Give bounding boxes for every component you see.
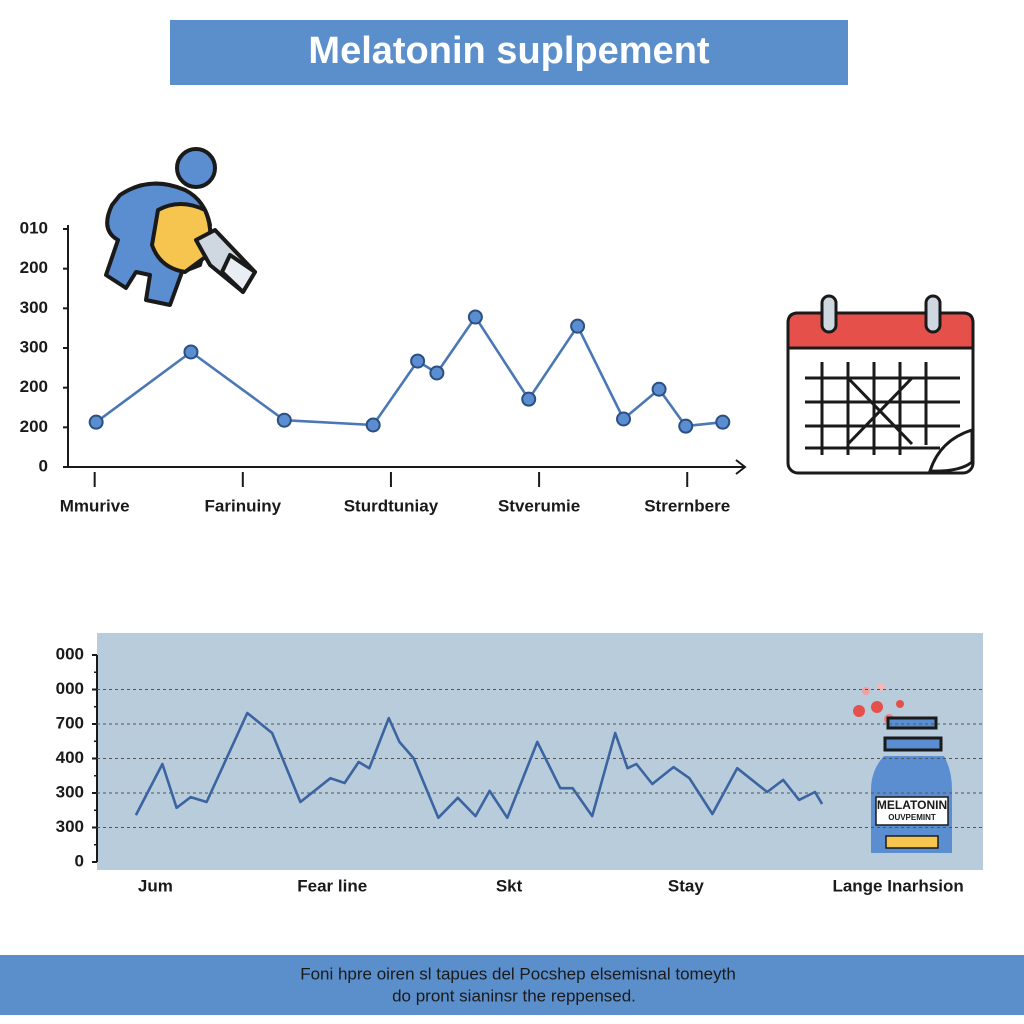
data-point: [715, 414, 731, 430]
y-tick-label: 0: [75, 851, 84, 870]
y-tick-label: 300: [56, 782, 84, 801]
x-tick-label: Fear line: [297, 876, 367, 895]
y-tick-label: 300: [56, 817, 84, 836]
y-tick-label: 200: [20, 377, 48, 396]
x-tick-label: Stay: [668, 876, 704, 895]
y-tick-label: 000: [56, 679, 84, 698]
calendar-icon: [786, 294, 975, 475]
title-banner: [170, 20, 848, 85]
footer-text: do pront sianinsr the reppensed.: [392, 986, 636, 1005]
data-point: [183, 344, 199, 360]
footer-banner: [0, 955, 1024, 1015]
y-tick-label: 010: [20, 218, 48, 237]
bottle-label: OUVPEMINT: [888, 813, 936, 822]
chart-panel: [97, 633, 983, 870]
data-line: [134, 711, 824, 820]
data-point: [616, 411, 632, 427]
y-tick-label: 000: [56, 644, 84, 663]
y-tick-label: 700: [56, 713, 84, 732]
data-point: [365, 417, 381, 433]
data-point: [678, 418, 694, 434]
data-point: [276, 412, 292, 428]
x-tick-label: Strernbere: [644, 496, 730, 515]
x-tick-label: Sturdtuniay: [344, 496, 439, 515]
data-line: [95, 315, 723, 428]
title: Melatonin suplpement: [308, 30, 709, 72]
y-tick-label: 200: [20, 258, 48, 277]
bottle-icon: [853, 683, 952, 853]
data-point: [88, 414, 104, 430]
person-icon: [104, 147, 257, 307]
data-point: [521, 391, 537, 407]
x-tick-label: Jum: [138, 876, 173, 895]
x-axis-arrow: [735, 459, 747, 475]
y-tick-label: 0: [39, 456, 48, 475]
bottle-label: MELATONIN: [877, 798, 947, 812]
data-point: [651, 381, 667, 397]
y-tick-label: 300: [20, 337, 48, 356]
x-tick-label: Mmurive: [60, 496, 130, 515]
y-tick-label: 200: [20, 417, 48, 436]
x-tick-label: Farinuiny: [205, 496, 282, 515]
footer-text: Foni hpre oiren sl tapues del Pocshep el…: [300, 964, 736, 983]
y-tick-label: 300: [20, 298, 48, 317]
charts: 0 200 200 300 300 200 010 Mmurive Farinuiny Sturd…: [20, 218, 983, 895]
data-point: [570, 318, 586, 334]
y-tick-label: 400: [56, 748, 84, 767]
data-point: [467, 309, 483, 325]
data-point: [410, 353, 426, 369]
x-tick-label: Stverumie: [498, 496, 580, 515]
data-point: [429, 365, 445, 381]
x-tick-label: Lange Inarhsion: [832, 876, 963, 895]
x-tick-label: Skt: [496, 876, 523, 895]
